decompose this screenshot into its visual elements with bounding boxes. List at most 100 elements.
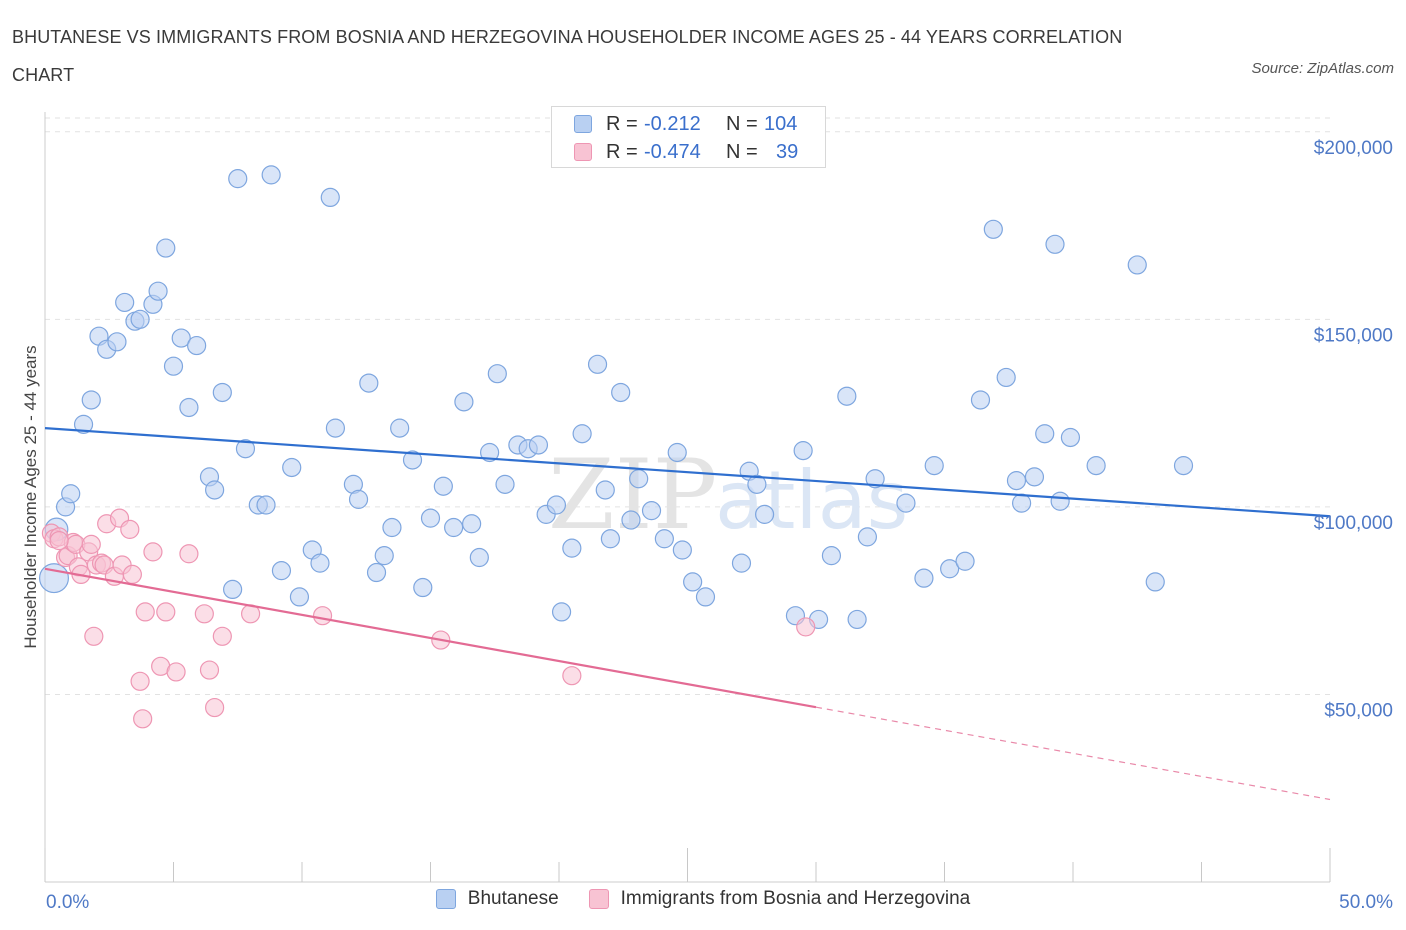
point-bhutanese	[179, 397, 199, 418]
point-bhutanese	[857, 527, 878, 547]
point-bhutanese	[289, 587, 310, 607]
point-bhutanese	[107, 332, 127, 352]
legend-n-value: 39	[776, 140, 799, 163]
point-bhutanese	[480, 442, 500, 463]
legend-swatch-blue	[574, 115, 592, 133]
point-bosnia	[312, 606, 333, 626]
point-bhutanese	[924, 456, 944, 476]
point-bosnia	[562, 666, 582, 686]
legend-label: Bhutanese	[467, 888, 559, 909]
point-bhutanese	[148, 281, 168, 301]
point-bhutanese	[413, 577, 433, 598]
grid-lines	[45, 117, 1330, 695]
y-tick-label: $50,000	[1324, 700, 1393, 721]
point-bhutanese	[600, 529, 621, 549]
point-bhutanese	[528, 435, 549, 455]
point-bhutanese	[187, 335, 207, 356]
point-bhutanese	[390, 418, 410, 438]
point-bhutanese	[325, 418, 346, 438]
point-bhutanese	[731, 553, 752, 573]
point-bhutanese	[261, 165, 281, 185]
trend-lines	[44, 427, 1331, 801]
point-bhutanese	[212, 382, 232, 403]
correlation-legend: R = -0.212 N = 104 R = -0.474 N = 39	[551, 106, 826, 168]
point-bhutanese	[205, 480, 225, 500]
y-axis-label: Householder Income Ages 25 - 44 years	[21, 345, 40, 648]
point-bhutanese	[171, 328, 191, 348]
point-bosnia	[796, 617, 816, 637]
point-bosnia	[212, 626, 232, 646]
series-bosnia	[41, 508, 816, 729]
point-bhutanese	[1035, 424, 1055, 444]
legend-item-bosnia[interactable]: Immigrants from Bosnia and Herzegovina	[588, 888, 970, 910]
legend-r-label: R =	[606, 112, 638, 135]
point-bhutanese	[420, 508, 441, 528]
point-bhutanese	[667, 442, 687, 463]
point-bhutanese	[235, 439, 256, 459]
point-bhutanese	[382, 517, 402, 538]
point-bhutanese	[487, 364, 507, 384]
point-bhutanese	[747, 474, 767, 494]
point-bhutanese	[320, 187, 340, 208]
point-bhutanese	[793, 441, 813, 461]
point-bosnia	[194, 604, 214, 624]
point-bosnia	[84, 626, 104, 646]
x-tick-label: 50.0%	[1339, 892, 1393, 913]
point-bhutanese	[970, 390, 991, 410]
point-bosnia	[166, 662, 186, 682]
point-bhutanese	[629, 469, 649, 489]
legend-n-label: N =	[726, 140, 758, 163]
x-tick-labels: 0.0% 50.0%	[46, 892, 1393, 913]
point-bhutanese	[672, 540, 692, 560]
point-bhutanese	[73, 414, 94, 434]
legend-n-label: N =	[726, 112, 758, 135]
legend-n-value: 104	[764, 112, 798, 135]
point-bhutanese	[1173, 456, 1194, 476]
point-bhutanese	[1006, 471, 1027, 491]
point-bosnia	[49, 531, 69, 551]
point-bosnia	[205, 697, 225, 718]
legend-swatch-pink	[574, 143, 592, 161]
point-bhutanese	[551, 602, 572, 622]
legend-swatch-blue	[435, 889, 456, 909]
legend-r-value: -0.212	[644, 112, 701, 135]
axes	[44, 112, 1331, 883]
x-tick-label: 0.0%	[46, 892, 89, 913]
y-tick-labels: $50,000 $100,000 $150,000 $200,000	[1314, 138, 1393, 722]
point-bhutanese	[821, 546, 842, 566]
point-bhutanese	[754, 504, 775, 524]
legend-r-label: R =	[606, 140, 638, 163]
point-bhutanese	[1145, 572, 1165, 592]
point-bosnia	[130, 671, 150, 691]
point-bosnia	[179, 544, 199, 564]
point-bhutanese	[955, 551, 975, 571]
point-bhutanese	[402, 450, 423, 470]
trend-line-bosnia-extrapolated	[815, 706, 1331, 801]
legend-r-value: -0.474	[644, 140, 701, 163]
point-bosnia	[199, 660, 220, 680]
point-bhutanese	[837, 386, 857, 406]
point-bhutanese	[1011, 493, 1032, 513]
point-bhutanese	[495, 474, 515, 494]
point-bhutanese	[271, 561, 292, 581]
point-bhutanese	[223, 579, 243, 600]
point-bhutanese	[683, 572, 703, 592]
point-bhutanese	[130, 309, 150, 329]
watermark-zip: ZIP	[548, 439, 717, 551]
point-bhutanese	[695, 587, 716, 607]
legend-swatch-pink	[588, 889, 609, 909]
point-bhutanese	[115, 292, 135, 313]
point-bhutanese	[562, 538, 582, 558]
point-bosnia	[133, 709, 153, 729]
point-bhutanese	[1127, 255, 1147, 275]
point-bhutanese	[163, 356, 184, 376]
point-bosnia	[135, 602, 155, 622]
point-bhutanese	[595, 480, 615, 500]
point-bosnia	[122, 564, 142, 585]
legend-row-bhutanese: R = -0.212 N = 104	[574, 111, 797, 137]
series-legend: Bhutanese Immigrants from Bosnia and Her…	[0, 888, 1406, 910]
point-bhutanese	[847, 609, 867, 630]
legend-item-bhutanese[interactable]: Bhutanese	[435, 888, 559, 910]
point-bhutanese	[256, 495, 276, 515]
